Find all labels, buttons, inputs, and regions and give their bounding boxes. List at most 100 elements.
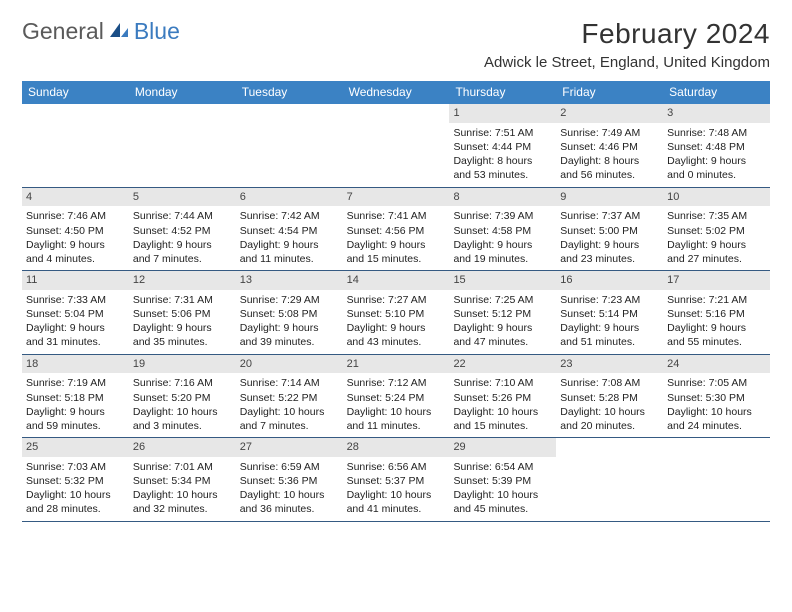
sunset-line: Sunset: 5:37 PM xyxy=(347,474,446,488)
daylight-line-2: and 15 minutes. xyxy=(453,419,552,433)
daylight-line-2: and 51 minutes. xyxy=(560,335,659,349)
day-cell xyxy=(236,104,343,187)
day-number: 7 xyxy=(343,188,450,207)
day-number: 12 xyxy=(129,271,236,290)
day-number: 24 xyxy=(663,355,770,374)
sunset-line: Sunset: 4:48 PM xyxy=(667,140,766,154)
calendar-grid: SundayMondayTuesdayWednesdayThursdayFrid… xyxy=(22,81,770,522)
daylight-line-2: and 36 minutes. xyxy=(240,502,339,516)
daylight-line-1: Daylight: 9 hours xyxy=(26,238,125,252)
day-cell: 15Sunrise: 7:25 AMSunset: 5:12 PMDayligh… xyxy=(449,271,556,354)
daylight-line-2: and 28 minutes. xyxy=(26,502,125,516)
sunrise-line: Sunrise: 7:12 AM xyxy=(347,376,446,390)
daylight-line-2: and 0 minutes. xyxy=(667,168,766,182)
sunset-line: Sunset: 5:30 PM xyxy=(667,391,766,405)
logo-text-general: General xyxy=(22,18,104,45)
sunset-line: Sunset: 5:18 PM xyxy=(26,391,125,405)
day-cell: 21Sunrise: 7:12 AMSunset: 5:24 PMDayligh… xyxy=(343,355,450,438)
sunrise-line: Sunrise: 7:05 AM xyxy=(667,376,766,390)
sunset-line: Sunset: 5:06 PM xyxy=(133,307,232,321)
sunset-line: Sunset: 5:28 PM xyxy=(560,391,659,405)
daylight-line-2: and 59 minutes. xyxy=(26,419,125,433)
day-number: 29 xyxy=(449,438,556,457)
sunrise-line: Sunrise: 7:03 AM xyxy=(26,460,125,474)
daylight-line-2: and 32 minutes. xyxy=(133,502,232,516)
daylight-line-2: and 47 minutes. xyxy=(453,335,552,349)
day-cell xyxy=(556,438,663,521)
day-number: 11 xyxy=(22,271,129,290)
daylight-line-1: Daylight: 9 hours xyxy=(133,238,232,252)
daylight-line-2: and 7 minutes. xyxy=(133,252,232,266)
day-cell: 14Sunrise: 7:27 AMSunset: 5:10 PMDayligh… xyxy=(343,271,450,354)
day-cell: 10Sunrise: 7:35 AMSunset: 5:02 PMDayligh… xyxy=(663,188,770,271)
day-cell: 22Sunrise: 7:10 AMSunset: 5:26 PMDayligh… xyxy=(449,355,556,438)
daylight-line-2: and 19 minutes. xyxy=(453,252,552,266)
daylight-line-1: Daylight: 9 hours xyxy=(240,321,339,335)
sunrise-line: Sunrise: 7:46 AM xyxy=(26,209,125,223)
day-cell: 18Sunrise: 7:19 AMSunset: 5:18 PMDayligh… xyxy=(22,355,129,438)
sunrise-line: Sunrise: 7:31 AM xyxy=(133,293,232,307)
daylight-line-1: Daylight: 10 hours xyxy=(453,405,552,419)
daylight-line-2: and 7 minutes. xyxy=(240,419,339,433)
daylight-line-1: Daylight: 10 hours xyxy=(240,488,339,502)
day-number: 25 xyxy=(22,438,129,457)
day-number: 16 xyxy=(556,271,663,290)
sunset-line: Sunset: 4:50 PM xyxy=(26,224,125,238)
sunrise-line: Sunrise: 7:48 AM xyxy=(667,126,766,140)
day-cell: 12Sunrise: 7:31 AMSunset: 5:06 PMDayligh… xyxy=(129,271,236,354)
sunset-line: Sunset: 5:14 PM xyxy=(560,307,659,321)
sunrise-line: Sunrise: 7:44 AM xyxy=(133,209,232,223)
day-cell: 20Sunrise: 7:14 AMSunset: 5:22 PMDayligh… xyxy=(236,355,343,438)
sunrise-line: Sunrise: 6:59 AM xyxy=(240,460,339,474)
sunset-line: Sunset: 5:20 PM xyxy=(133,391,232,405)
sunset-line: Sunset: 5:36 PM xyxy=(240,474,339,488)
day-cell: 24Sunrise: 7:05 AMSunset: 5:30 PMDayligh… xyxy=(663,355,770,438)
week-row: 11Sunrise: 7:33 AMSunset: 5:04 PMDayligh… xyxy=(22,271,770,355)
month-title: February 2024 xyxy=(484,18,770,50)
sunrise-line: Sunrise: 7:42 AM xyxy=(240,209,339,223)
sunset-line: Sunset: 5:24 PM xyxy=(347,391,446,405)
sunset-line: Sunset: 5:32 PM xyxy=(26,474,125,488)
daylight-line-1: Daylight: 10 hours xyxy=(560,405,659,419)
daylight-line-2: and 15 minutes. xyxy=(347,252,446,266)
sunset-line: Sunset: 5:00 PM xyxy=(560,224,659,238)
day-cell: 16Sunrise: 7:23 AMSunset: 5:14 PMDayligh… xyxy=(556,271,663,354)
day-cell: 29Sunrise: 6:54 AMSunset: 5:39 PMDayligh… xyxy=(449,438,556,521)
daylight-line-2: and 55 minutes. xyxy=(667,335,766,349)
day-of-week-header: SundayMondayTuesdayWednesdayThursdayFrid… xyxy=(22,81,770,104)
sunset-line: Sunset: 5:16 PM xyxy=(667,307,766,321)
day-cell: 25 Sunrise: 7:03 AMSunset: 5:32 PMDayligh… xyxy=(22,438,129,521)
sunrise-line: Sunrise: 7:21 AM xyxy=(667,293,766,307)
daylight-line-1: Daylight: 9 hours xyxy=(560,321,659,335)
logo: General Blue xyxy=(22,18,180,45)
daylight-line-1: Daylight: 10 hours xyxy=(453,488,552,502)
dow-cell: Tuesday xyxy=(236,81,343,104)
sunrise-line: Sunrise: 7:19 AM xyxy=(26,376,125,390)
daylight-line-1: Daylight: 10 hours xyxy=(26,488,125,502)
daylight-line-2: and 24 minutes. xyxy=(667,419,766,433)
sunrise-line: Sunrise: 7:10 AM xyxy=(453,376,552,390)
day-cell: 5Sunrise: 7:44 AMSunset: 4:52 PMDaylight… xyxy=(129,188,236,271)
daylight-line-2: and 56 minutes. xyxy=(560,168,659,182)
week-row: 1Sunrise: 7:51 AMSunset: 4:44 PMDaylight… xyxy=(22,104,770,188)
daylight-line-2: and 3 minutes. xyxy=(133,419,232,433)
sunrise-line: Sunrise: 6:54 AM xyxy=(453,460,552,474)
day-cell: 3Sunrise: 7:48 AMSunset: 4:48 PMDaylight… xyxy=(663,104,770,187)
day-cell xyxy=(22,104,129,187)
day-cell xyxy=(129,104,236,187)
daylight-line-1: Daylight: 9 hours xyxy=(26,321,125,335)
day-number: 1 xyxy=(449,104,556,123)
sunset-line: Sunset: 5:34 PM xyxy=(133,474,232,488)
daylight-line-1: Daylight: 8 hours xyxy=(560,154,659,168)
sunrise-line: Sunrise: 7:16 AM xyxy=(133,376,232,390)
sunset-line: Sunset: 5:08 PM xyxy=(240,307,339,321)
day-cell: 6Sunrise: 7:42 AMSunset: 4:54 PMDaylight… xyxy=(236,188,343,271)
day-cell xyxy=(343,104,450,187)
sunset-line: Sunset: 4:46 PM xyxy=(560,140,659,154)
daylight-line-1: Daylight: 9 hours xyxy=(240,238,339,252)
day-cell xyxy=(663,438,770,521)
day-cell: 28Sunrise: 6:56 AMSunset: 5:37 PMDayligh… xyxy=(343,438,450,521)
day-number: 4 xyxy=(22,188,129,207)
day-number: 18 xyxy=(22,355,129,374)
daylight-line-1: Daylight: 9 hours xyxy=(347,321,446,335)
